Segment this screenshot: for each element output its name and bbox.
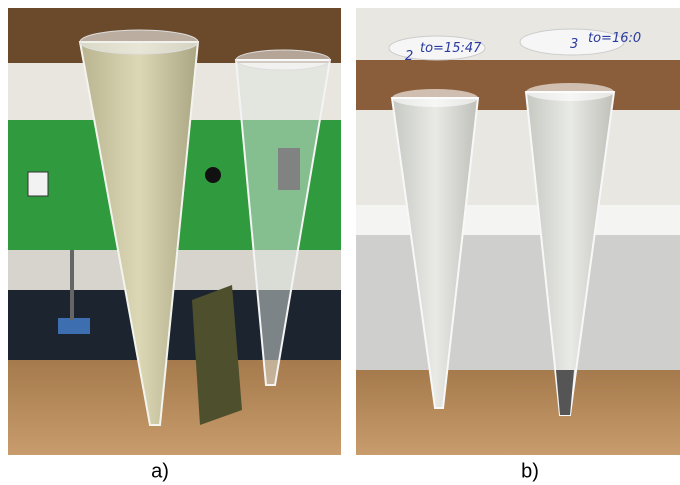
photo-a xyxy=(8,8,341,455)
caption: b) xyxy=(521,460,539,482)
hand-label: 2 xyxy=(405,49,413,64)
hand-label: to=15:47 xyxy=(420,41,482,56)
caption: a) xyxy=(151,460,169,482)
hand-label: to=16:0 xyxy=(588,31,641,46)
hand-label: 3 xyxy=(570,37,578,52)
photo-b: 2 to=15:47 3 to=16:0 xyxy=(356,8,680,455)
